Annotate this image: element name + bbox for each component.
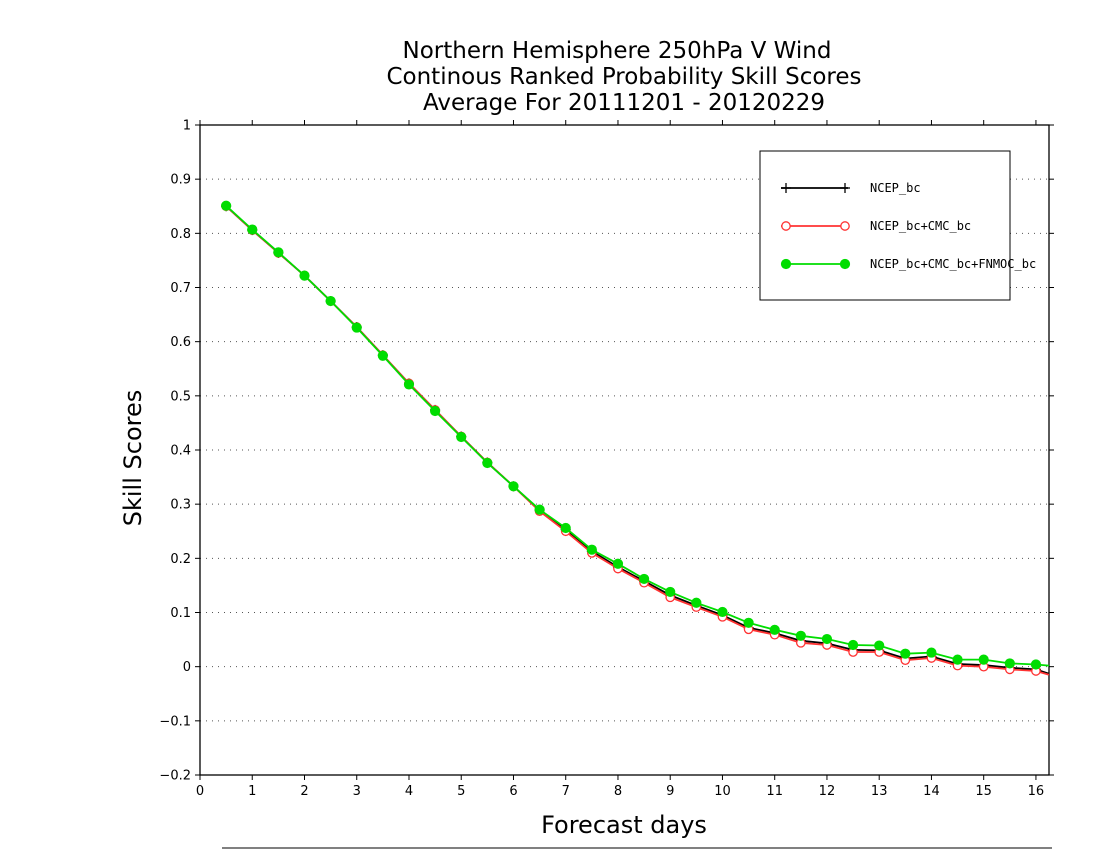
legend-label: NCEP_bc+CMC_bc+FNMOC_bc: [870, 257, 1036, 271]
x-tick-label: 10: [714, 784, 731, 799]
series-ncep-bc-cmc-bc-fnmoc-bc: [221, 200, 1050, 670]
data-point: [534, 504, 545, 515]
x-tick-label: 13: [871, 784, 888, 799]
data-point: [351, 322, 362, 333]
data-point: [299, 270, 310, 281]
data-point: [978, 654, 989, 665]
data-point: [874, 640, 885, 651]
data-point: [221, 200, 232, 211]
data-point: [586, 544, 597, 555]
x-tick-label: 3: [353, 784, 361, 799]
y-tick-label: 1: [183, 119, 191, 134]
data-point: [769, 624, 780, 635]
x-tick-label: 9: [666, 784, 674, 799]
data-point: [840, 221, 850, 231]
data-point: [926, 647, 937, 658]
x-tick-label: 12: [819, 784, 836, 799]
chart-title-line-3: Average For 20111201 - 20120229: [423, 90, 825, 116]
legend-entry: NCEP_bc+CMC_bc+FNMOC_bc: [780, 257, 1036, 271]
data-point: [743, 617, 754, 628]
data-point: [839, 258, 851, 270]
plot-frame: [199, 124, 1050, 776]
data-point: [403, 379, 415, 390]
data-point: [430, 405, 441, 417]
legend-label: NCEP_bc+CMC_bc: [870, 219, 971, 233]
data-point: [273, 247, 284, 258]
axes: [195, 120, 1054, 780]
chart-title-line-2: Continous Ranked Probability Skill Score…: [386, 64, 861, 90]
data-point: [900, 648, 911, 659]
chart-title: Northern Hemisphere 250hPa V Wind Contin…: [386, 38, 861, 116]
y-tick-label: 0.6: [170, 335, 191, 350]
data-point: [795, 630, 806, 641]
y-tick-label: 0.7: [170, 281, 191, 296]
data-point: [377, 350, 388, 361]
data-point: [612, 558, 624, 569]
legend: NCEP_bc NCEP_bc+CMC_bc NCEP_bc+CMC_bc+FNMO…: [759, 150, 1036, 301]
legend-entry: NCEP_bc: [781, 181, 921, 195]
data-point: [847, 639, 859, 651]
data-point: [247, 224, 258, 235]
data-point: [780, 258, 792, 270]
x-tick-label: 4: [405, 784, 413, 799]
x-tick-label: 16: [1028, 784, 1045, 799]
data-point: [665, 586, 676, 598]
chart-title-line-1: Northern Hemisphere 250hPa V Wind: [403, 38, 832, 64]
legend-entries: NCEP_bc NCEP_bc+CMC_bc NCEP_bc+CMC_bc+FNMO…: [780, 181, 1036, 271]
y-tick-label: 0.8: [170, 227, 191, 242]
y-tick-label: 0.2: [170, 552, 191, 567]
data-point: [952, 654, 963, 665]
data-point: [821, 633, 833, 645]
data-point: [508, 481, 519, 492]
x-tick-label: 2: [300, 784, 308, 799]
x-tick-label: 0: [196, 784, 204, 799]
x-axis-title: Forecast days: [541, 811, 707, 839]
data-point: [717, 606, 728, 618]
y-tick-label: 0.3: [170, 498, 191, 513]
y-tick-label: 0.5: [170, 389, 191, 404]
x-tick-label: 14: [923, 784, 940, 799]
x-tick-label: 15: [975, 784, 992, 799]
y-tick-label: 0.9: [170, 173, 191, 188]
data-point: [325, 295, 336, 307]
y-axis-title: Skill Scores: [119, 390, 147, 527]
data-point: [1030, 659, 1042, 670]
y-tick-label: 0.4: [170, 444, 191, 459]
y-tick-label: 0: [183, 660, 191, 675]
y-tick-label: 0.1: [170, 606, 191, 621]
legend-entry: NCEP_bc+CMC_bc: [781, 219, 971, 233]
x-tick-label: 1: [248, 784, 256, 799]
data-point: [560, 522, 571, 534]
x-tick-label: 5: [457, 784, 465, 799]
data-point: [456, 431, 467, 443]
tick-labels: −0.2−0.100.10.20.30.40.50.60.70.80.910 1 2…: [159, 119, 1044, 800]
y-tick-label: −0.1: [159, 714, 191, 729]
x-tick-label: 6: [509, 784, 517, 799]
series-lines: [221, 200, 1050, 676]
data-point: [1004, 658, 1015, 669]
x-tick-label: 8: [614, 784, 622, 799]
data-point: [482, 457, 493, 469]
x-tick-label: 7: [562, 784, 570, 799]
y-tick-label: −0.2: [159, 769, 191, 784]
data-point: [638, 573, 650, 585]
x-tick-label: 11: [766, 784, 783, 799]
data-point: [691, 597, 702, 608]
data-point: [781, 221, 791, 231]
legend-label: NCEP_bc: [870, 181, 921, 195]
